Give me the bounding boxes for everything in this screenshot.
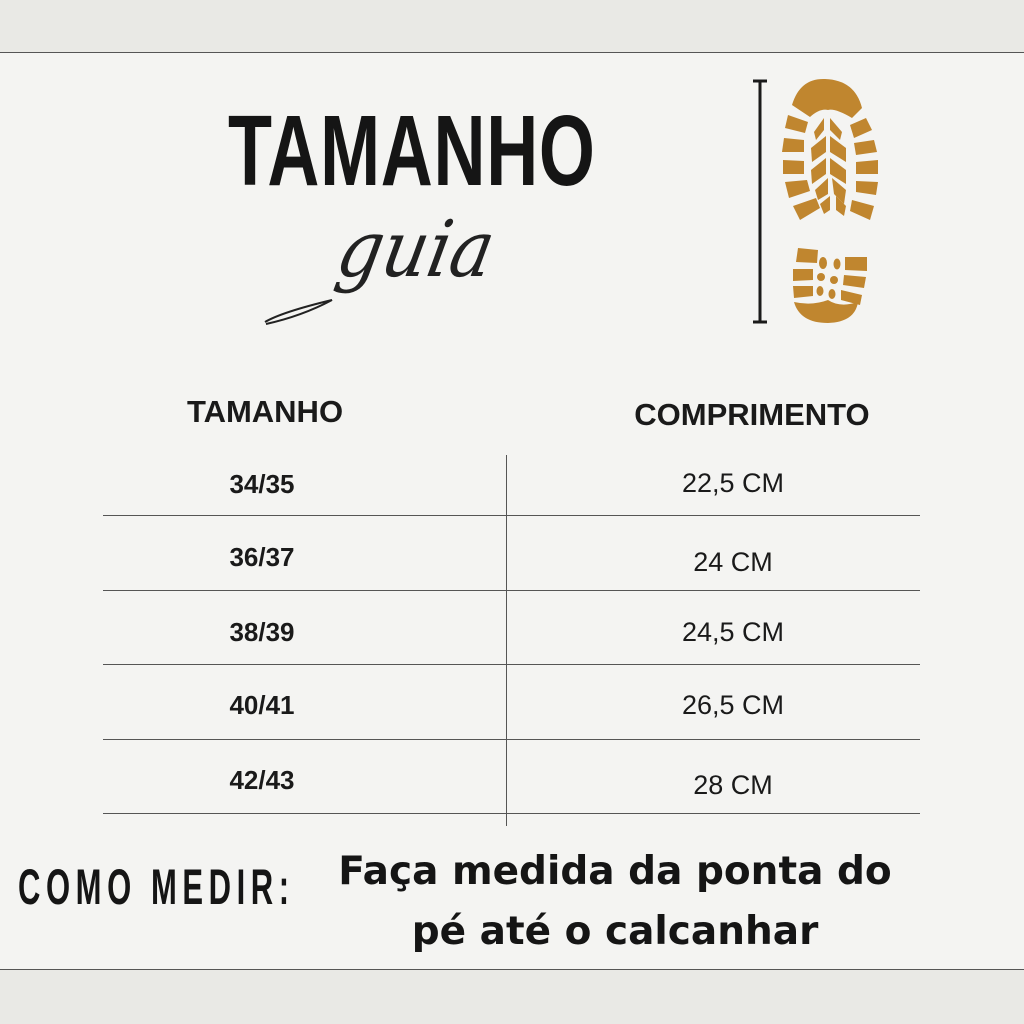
length-cell: 28 CM <box>693 770 773 800</box>
row-divider <box>103 515 920 517</box>
size-cell: 40/41 <box>229 690 295 720</box>
shoe-sole-icon <box>753 78 878 324</box>
length-cell: 26,5 CM <box>681 690 785 720</box>
size-cell: 42/43 <box>229 765 295 795</box>
instruction-line: Faça medida da ponta do <box>338 849 892 894</box>
column-header-length: COMPRIMENTO <box>634 397 870 432</box>
row-divider <box>103 813 920 815</box>
row-divider <box>103 664 920 666</box>
size-cell: 34/35 <box>229 469 295 499</box>
page-subtitle: guia <box>329 205 502 295</box>
length-cell: 24 CM <box>693 547 773 577</box>
length-cell: 22,5 CM <box>681 468 785 498</box>
length-cell: 24,5 CM <box>681 617 785 647</box>
row-divider <box>103 739 920 741</box>
subtitle-flourish <box>264 299 333 325</box>
column-divider <box>506 455 508 826</box>
size-cell: 36/37 <box>229 542 295 572</box>
row-divider <box>103 590 920 592</box>
column-header-size: TAMANHO <box>186 394 344 429</box>
instruction-line: pé até o calcanhar <box>411 909 819 954</box>
size-cell: 38/39 <box>229 617 295 647</box>
how-to-measure-label: COMO MEDIR: <box>18 859 295 915</box>
how-to-measure-instruction: Faça medida da ponta do pé até o calcanh… <box>330 842 900 962</box>
measure-bar-icon <box>753 79 767 324</box>
page-title: TAMANHO <box>228 95 596 207</box>
